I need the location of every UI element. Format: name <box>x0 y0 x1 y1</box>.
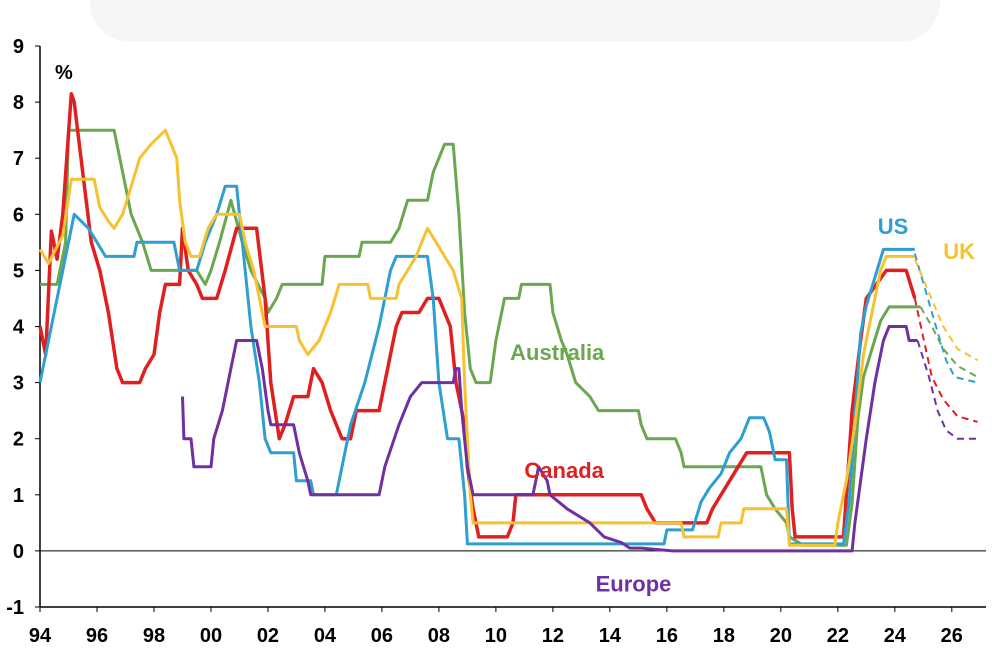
x-tick-label: 02 <box>257 625 279 647</box>
x-tick-label: 22 <box>827 625 849 647</box>
y-tick-label: 0 <box>13 541 24 563</box>
forecast-line-europe <box>916 340 978 440</box>
y-tick-label: 2 <box>13 429 24 451</box>
series-label-us: US <box>878 214 909 239</box>
forecast-line-australia <box>919 306 978 378</box>
forecast-line-uk <box>913 258 978 362</box>
x-tick-label: 16 <box>656 625 678 647</box>
x-tick-label: 06 <box>371 625 393 647</box>
x-tick-label: 08 <box>428 625 450 647</box>
x-tick-label: 00 <box>200 625 222 647</box>
x-tick-label: 14 <box>599 625 622 647</box>
series-lines <box>38 91 921 553</box>
x-tick-label: 94 <box>29 625 52 647</box>
x-tick-label: 20 <box>770 625 792 647</box>
series-label-uk: UK <box>943 239 975 264</box>
x-tick-label: 18 <box>713 625 735 647</box>
x-tick-label: 24 <box>884 625 907 647</box>
series-line-australia <box>40 128 921 547</box>
unit-label: % <box>55 62 73 84</box>
series-line-us <box>38 184 915 546</box>
top-decorative-band <box>90 0 940 42</box>
x-tick-label: 26 <box>941 625 963 647</box>
x-axis-ticks: 94 96 98 00 02 04 06 08 10 12 14 16 18 20 22 24 26 <box>29 607 963 647</box>
y-tick-label: 8 <box>13 92 24 114</box>
series-label-canada: Canada <box>524 458 604 483</box>
forecast-line-us <box>913 253 978 384</box>
series-label-europe: Europe <box>596 571 672 596</box>
y-tick-label: -1 <box>6 597 24 619</box>
y-tick-label: 9 <box>13 36 24 58</box>
y-tick-label: 1 <box>13 485 24 507</box>
y-tick-label: 4 <box>13 317 25 339</box>
x-tick-label: 12 <box>542 625 564 647</box>
series-line-europe <box>181 325 918 553</box>
y-tick-label: 6 <box>13 204 24 226</box>
series-labels: Australia Canada US UK Europe <box>510 214 975 596</box>
series-line-uk <box>38 128 915 547</box>
y-tick-label: 7 <box>13 148 24 170</box>
x-tick-label: 10 <box>485 625 507 647</box>
series-label-australia: Australia <box>510 340 605 365</box>
series-line-canada <box>38 91 917 539</box>
forecast-lines <box>913 253 978 440</box>
x-tick-label: 96 <box>86 625 108 647</box>
y-tick-label: 3 <box>13 373 24 395</box>
y-axis-ticks: 9 8 7 6 5 4 3 2 1 0 -1 <box>6 36 40 619</box>
y-tick-label: 5 <box>13 260 24 282</box>
x-tick-label: 98 <box>143 625 165 647</box>
x-tick-label: 04 <box>314 625 337 647</box>
